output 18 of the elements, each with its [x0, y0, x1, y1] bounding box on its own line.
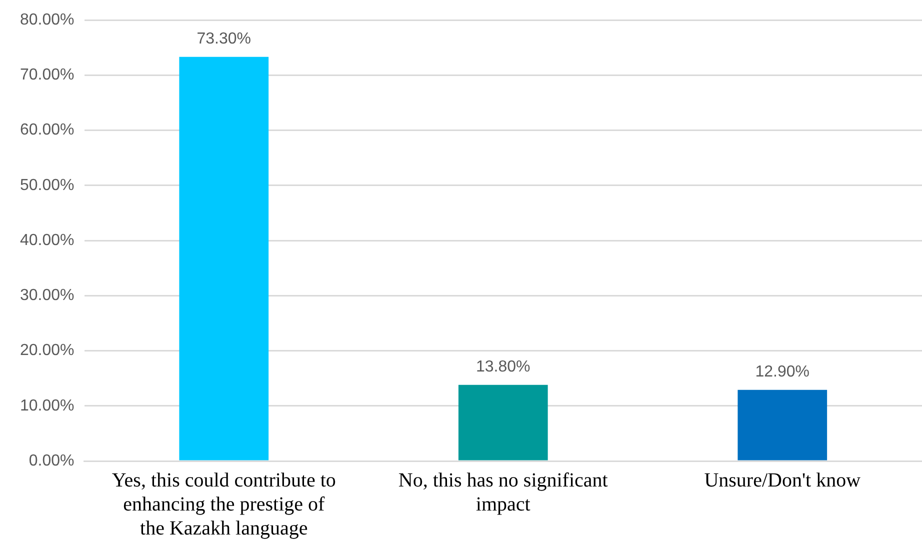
x-tick-label: Unsure/Don't know [704, 469, 862, 492]
bar [179, 56, 269, 460]
data-label: 12.90% [755, 363, 810, 380]
y-tick-label: 0.00% [28, 452, 74, 470]
y-tick-label: 30.00% [20, 287, 74, 304]
y-tick-label: 60.00% [20, 122, 74, 139]
y-tick-label: 70.00% [20, 66, 74, 84]
y-tick-label: 80.00% [20, 11, 74, 28]
y-tick-label: 20.00% [20, 342, 74, 360]
bar [458, 384, 548, 460]
x-tick-label: No, this has no significant impact [398, 469, 608, 516]
y-tick-label: 50.00% [20, 176, 74, 194]
data-label: 13.80% [476, 358, 530, 376]
y-tick-label: 10.00% [20, 397, 74, 414]
data-label: 73.30% [196, 30, 252, 48]
bar [738, 390, 828, 460]
x-tick-label: Yes, this could contribute to enhancing the prestige of the Kazakh language [112, 469, 336, 540]
y-tick-label: 40.00% [20, 232, 74, 249]
